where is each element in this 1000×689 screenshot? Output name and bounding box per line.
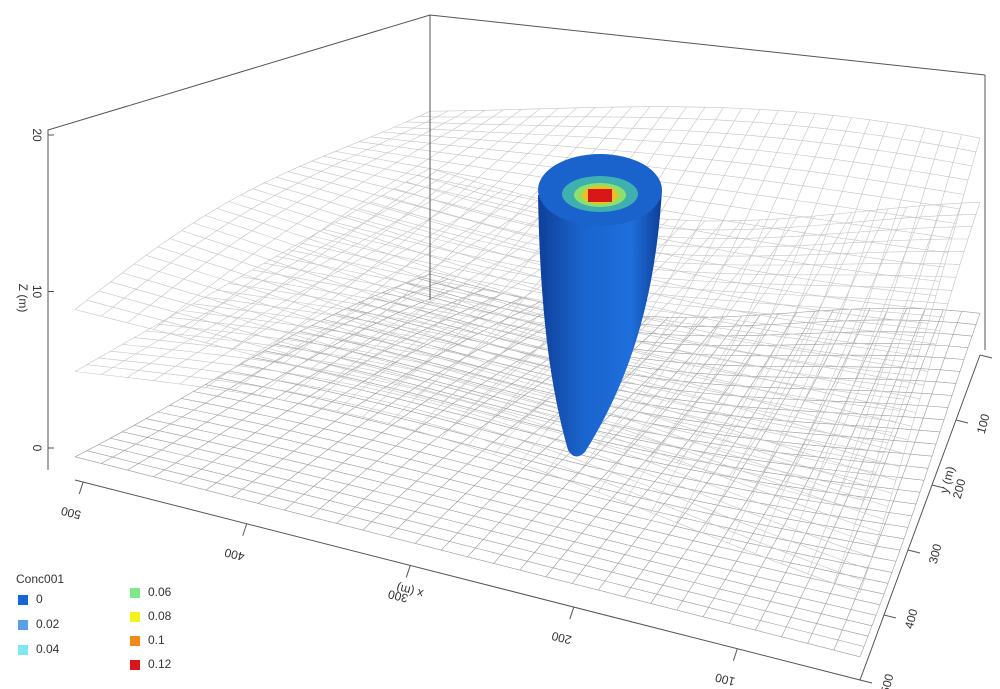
mesh-line	[158, 412, 888, 583]
plume	[538, 154, 662, 457]
legend-label: 0.04	[36, 642, 60, 656]
legend-swatch	[130, 588, 140, 598]
mesh-line	[75, 111, 430, 309]
legend-label: 0.08	[148, 609, 172, 623]
mesh-line	[111, 438, 873, 626]
y-tick-label: 100	[974, 412, 993, 435]
z-axis-label: Z (m)	[16, 284, 30, 313]
mesh-line	[430, 274, 980, 317]
z-tick-label: 10	[30, 285, 44, 299]
y-tick-label: 300	[926, 542, 945, 565]
mesh-line	[395, 189, 969, 248]
mesh-line	[170, 317, 892, 493]
legend-label: 0.12	[148, 657, 172, 671]
legend-swatch	[18, 620, 28, 630]
mesh-line	[782, 128, 926, 489]
z-tick-label: 0	[30, 445, 44, 452]
legend-title: Conc001	[16, 572, 64, 586]
x-tick	[570, 607, 574, 619]
mesh-line	[651, 115, 834, 456]
y-tick	[980, 355, 992, 358]
mesh-line	[99, 291, 868, 491]
y-tick-label: 400	[902, 607, 921, 630]
mesh-line	[651, 310, 834, 603]
legend-swatch	[130, 636, 140, 646]
legend-swatch	[130, 612, 140, 622]
legend-swatch	[130, 660, 140, 670]
mesh-line	[75, 274, 430, 457]
mesh-line	[677, 118, 852, 463]
mesh-line	[127, 179, 466, 377]
mesh-line	[418, 117, 976, 152]
y-tick	[860, 680, 872, 683]
y-tick	[884, 615, 896, 618]
x-tick-label: 100	[713, 670, 736, 689]
x-tick-label: 200	[550, 629, 573, 648]
box-frame	[48, 15, 985, 680]
mesh-surfaces	[75, 107, 980, 657]
mesh-line	[101, 111, 448, 316]
x-tick	[243, 524, 247, 536]
mesh-line	[395, 127, 969, 180]
mesh-line	[99, 358, 868, 569]
mesh-line	[87, 300, 864, 500]
plume-core	[588, 189, 612, 202]
x-tick	[406, 565, 410, 577]
mesh-line	[860, 202, 980, 592]
y-tick-label: 500	[878, 672, 897, 689]
x-tick	[733, 649, 737, 661]
mesh-line	[75, 372, 860, 593]
mesh-line	[371, 202, 960, 265]
z-tick-label: 20	[30, 128, 44, 142]
y-tick	[908, 550, 920, 553]
plot-3d: 01020Z (m)500400300200100x (m)0100200300…	[0, 0, 1000, 689]
legend-label: 0.02	[36, 617, 60, 631]
mesh-line	[729, 122, 888, 476]
legend-swatch	[18, 595, 28, 605]
legend-label: 0	[36, 592, 43, 606]
mesh-line	[406, 182, 972, 239]
mesh-line	[170, 239, 892, 433]
x-tick-label: 400	[223, 545, 246, 564]
legend-label: 0.06	[148, 585, 172, 599]
x-tick-label: 500	[59, 504, 82, 523]
legend: Conc001 0 0.02 0.04 0.06 0.08 0.1 0.12	[16, 572, 172, 671]
x-tick	[79, 482, 83, 494]
mesh-line	[383, 132, 964, 195]
legend-swatch	[18, 645, 28, 655]
y-tick	[956, 420, 968, 423]
legend-label: 0.1	[148, 633, 165, 647]
